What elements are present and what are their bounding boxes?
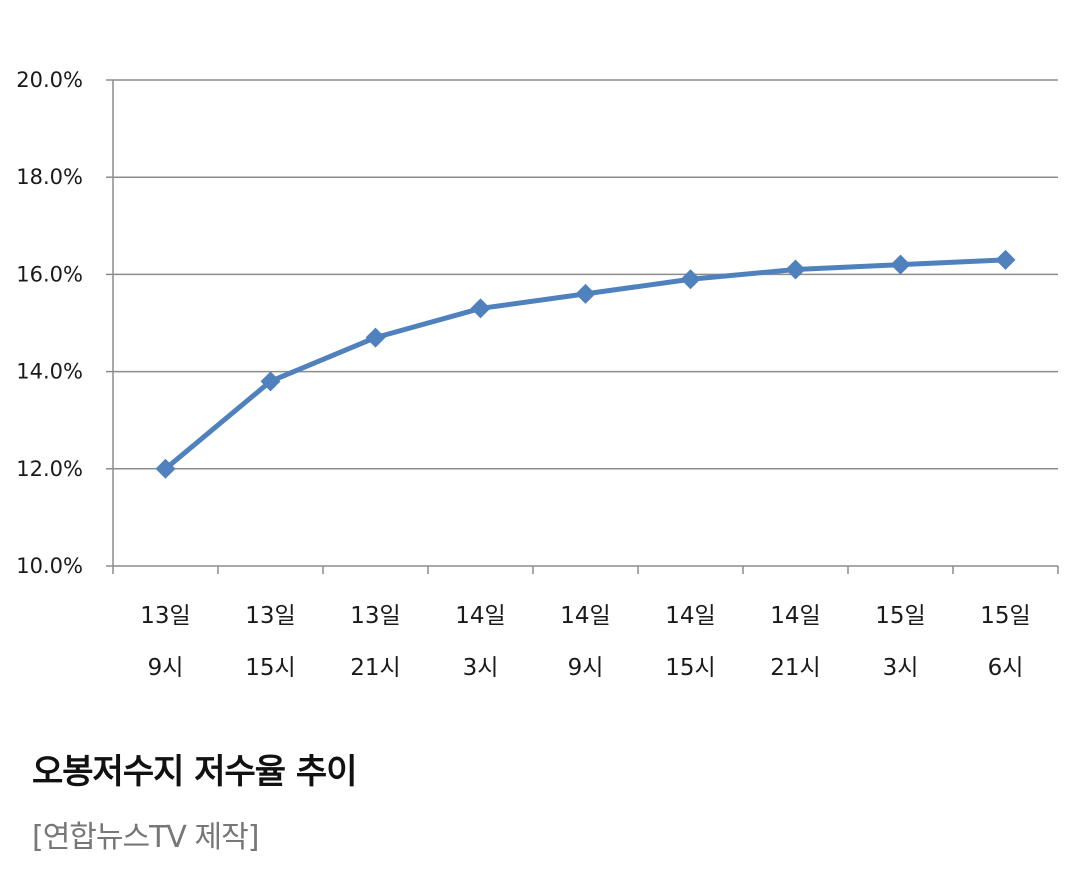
data-point xyxy=(260,371,281,392)
x-tick-label: 15시 xyxy=(665,655,715,681)
chart-caption-title: 오봉저수지 저수율 추이 xyxy=(32,752,357,792)
data-point xyxy=(890,254,911,275)
y-tick-label: 16.0% xyxy=(16,262,83,286)
x-tick-label: 6시 xyxy=(988,655,1024,681)
y-tick-labels: 10.0% 12.0% 14.0% 16.0% 18.0% 20.0% xyxy=(16,68,83,578)
x-tick-label: 13일 xyxy=(245,603,295,629)
x-tick-label: 3시 xyxy=(883,655,919,681)
y-tick-label: 12.0% xyxy=(16,457,83,481)
data-point xyxy=(470,298,491,319)
x-tick-label: 14일 xyxy=(770,603,820,629)
x-tick-label: 21시 xyxy=(350,655,400,681)
y-tick-label: 10.0% xyxy=(16,554,83,578)
x-tick-label: 9시 xyxy=(148,655,184,681)
x-tick-label: 15일 xyxy=(980,603,1030,629)
x-tick-label: 14일 xyxy=(560,603,610,629)
data-point xyxy=(785,259,806,280)
data-point xyxy=(995,249,1016,270)
chart-credit: [연합뉴스TV 제작] xyxy=(32,820,259,855)
y-tick-label: 14.0% xyxy=(16,360,83,384)
x-tick-label: 15일 xyxy=(875,603,925,629)
x-tick-label: 9시 xyxy=(568,655,604,681)
x-tick-label: 13일 xyxy=(350,603,400,629)
x-tick-label: 13일 xyxy=(140,603,190,629)
data-point xyxy=(680,269,701,290)
data-point xyxy=(575,283,596,304)
x-tick-label: 14일 xyxy=(455,603,505,629)
x-tick-label: 21시 xyxy=(770,655,820,681)
data-point xyxy=(155,458,176,479)
data-series xyxy=(155,249,1016,479)
y-tick-label: 18.0% xyxy=(16,165,83,189)
gridlines xyxy=(113,79,1058,470)
data-point xyxy=(365,327,386,348)
x-tick-labels: 13일 9시 13일 15시 13일 21시 14일 3시 14일 9시 14일 15시 14일 21시 1… xyxy=(140,603,1030,681)
x-tick-label: 15시 xyxy=(245,655,295,681)
y-tick-label: 20.0% xyxy=(16,68,83,92)
line-chart: 10.0%12.0%14.0%16.0%18.0%20.0% 13일9시13일1… xyxy=(16,68,1059,681)
axes xyxy=(106,79,1059,574)
x-tick-label: 3시 xyxy=(463,655,499,681)
x-tick-label: 14일 xyxy=(665,603,715,629)
